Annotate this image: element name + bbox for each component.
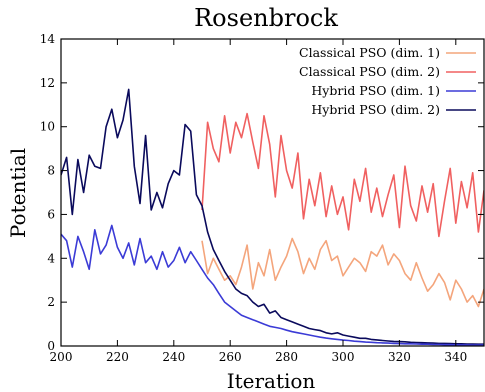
- x-tick-label: 280: [275, 350, 298, 364]
- x-tick-label: 300: [332, 350, 355, 364]
- chart-title: Rosenbrock: [194, 4, 338, 32]
- y-tick-label: 10: [40, 120, 55, 134]
- y-tick-label: 12: [40, 76, 55, 90]
- y-tick-label: 2: [47, 295, 55, 309]
- series-line-1: [201, 237, 484, 308]
- series-line-2: [201, 112, 484, 238]
- legend-label: Classical PSO (dim. 2): [299, 64, 440, 79]
- legend-label: Classical PSO (dim. 1): [299, 45, 440, 60]
- x-tick-label: 340: [444, 350, 467, 364]
- legend-label: Hybrid PSO (dim. 1): [311, 83, 440, 98]
- axis-ticks: 200 220 240 260 280 300 320 340 0 2 4 6 8 10 12 14: [40, 32, 484, 364]
- x-tick-label: 260: [219, 350, 242, 364]
- x-axis-label: Iteration: [227, 369, 316, 392]
- plot-frame: [60, 38, 485, 347]
- y-tick-label: 6: [47, 207, 55, 221]
- y-tick-label: 0: [47, 339, 55, 353]
- y-tick-label: 14: [40, 32, 56, 46]
- legend-label: Hybrid PSO (dim. 2): [311, 102, 440, 117]
- x-tick-label: 220: [106, 350, 129, 364]
- x-tick-label: 240: [162, 350, 185, 364]
- series-line-4: [61, 88, 484, 346]
- legend: Classical PSO (dim. 1) Classical PSO (dim…: [299, 45, 476, 117]
- plot-area: [61, 88, 484, 346]
- y-tick-label: 4: [47, 251, 55, 265]
- x-tick-label: 200: [50, 350, 73, 364]
- y-axis-label: Potential: [6, 148, 30, 238]
- series-line-3: [61, 224, 484, 346]
- y-tick-label: 8: [47, 164, 55, 178]
- x-tick-label: 320: [388, 350, 411, 364]
